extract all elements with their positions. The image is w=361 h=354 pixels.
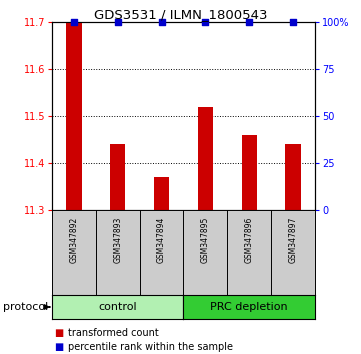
Point bbox=[115, 19, 121, 25]
Text: GSM347893: GSM347893 bbox=[113, 217, 122, 263]
Text: GSM347892: GSM347892 bbox=[69, 217, 78, 263]
Text: ■: ■ bbox=[54, 328, 63, 338]
Point bbox=[71, 19, 77, 25]
Bar bbox=[154, 177, 169, 210]
Text: GSM347897: GSM347897 bbox=[288, 217, 297, 263]
Bar bbox=[198, 107, 213, 210]
Text: control: control bbox=[99, 302, 137, 312]
Point bbox=[246, 19, 252, 25]
Text: protocol: protocol bbox=[3, 302, 48, 312]
Text: ■: ■ bbox=[54, 342, 63, 352]
Bar bbox=[110, 144, 125, 210]
Bar bbox=[66, 22, 82, 210]
Text: percentile rank within the sample: percentile rank within the sample bbox=[68, 342, 233, 352]
Text: GSM347895: GSM347895 bbox=[201, 217, 210, 263]
Text: PRC depletion: PRC depletion bbox=[210, 302, 288, 312]
Point bbox=[290, 19, 296, 25]
Bar bbox=[286, 144, 301, 210]
Point bbox=[203, 19, 208, 25]
Text: GSM347896: GSM347896 bbox=[245, 217, 254, 263]
Text: GSM347894: GSM347894 bbox=[157, 217, 166, 263]
Point bbox=[159, 19, 165, 25]
Bar bbox=[242, 135, 257, 210]
Text: GDS3531 / ILMN_1800543: GDS3531 / ILMN_1800543 bbox=[94, 8, 267, 21]
Text: transformed count: transformed count bbox=[68, 328, 159, 338]
